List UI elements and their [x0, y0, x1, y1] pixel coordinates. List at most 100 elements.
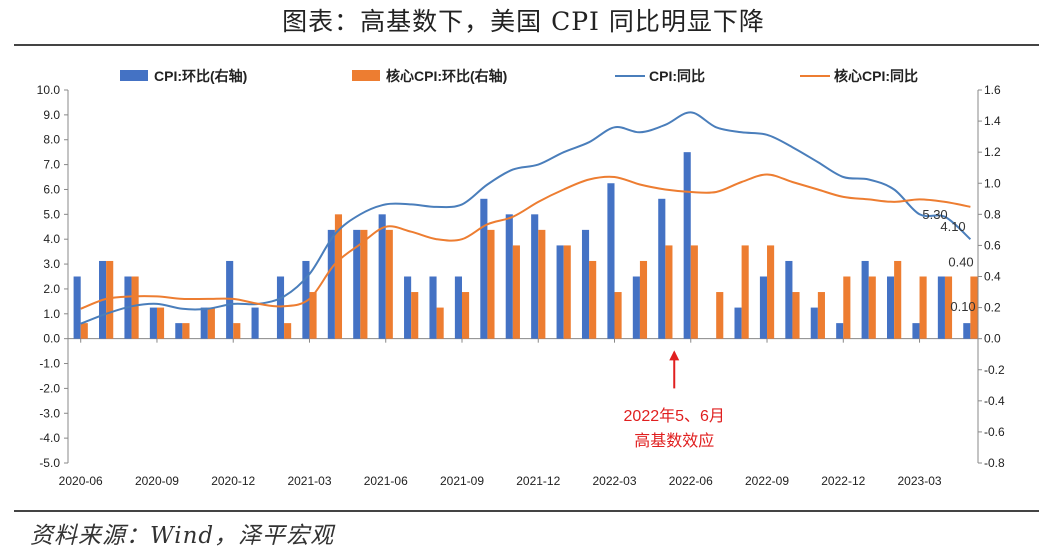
left-tick-label: 0.0: [43, 332, 60, 346]
right-tick-label: -0.6: [984, 425, 1005, 439]
cpi-mom-bar: [810, 307, 818, 339]
core-mom-bar: [207, 307, 215, 339]
left-tick-label: 7.0: [43, 158, 60, 172]
core-mom-bar: [233, 323, 241, 339]
x-tick-label: 2020-06: [59, 474, 103, 488]
core-mom-bar: [563, 245, 571, 339]
core-mom-bar: [665, 245, 673, 339]
cpi-mom-bar: [480, 198, 488, 339]
core-mom-bar: [156, 307, 165, 339]
left-tick-label: 2.0: [43, 282, 60, 296]
core-mom-bar: [741, 245, 749, 339]
cpi-mom-bar: [734, 307, 742, 339]
left-tick-label: -4.0: [39, 431, 60, 445]
legend-label: CPI:同比: [649, 68, 705, 84]
annotation-arrow-head: [669, 350, 680, 361]
cpi-mom-bar: [937, 276, 945, 339]
left-tick-label: 10.0: [37, 83, 61, 97]
cpi-mom-bar: [200, 307, 208, 339]
data-label: 4.10: [940, 219, 965, 234]
core-mom-bar: [843, 276, 851, 339]
right-tick-label: 1.2: [984, 145, 1001, 159]
chart-title: 图表：高基数下，美国 CPI 同比明显下降: [282, 7, 765, 36]
x-tick-label: 2021-12: [516, 474, 560, 488]
cpi-mom-bar: [887, 276, 895, 339]
cpi-mom-bar: [963, 323, 971, 339]
data-label: 5.30: [922, 207, 947, 222]
left-tick-label: 3.0: [43, 257, 60, 271]
cpi-mom-bar: [836, 323, 844, 339]
cpi-mom-bar: [505, 214, 513, 339]
cpi-mom-bar: [861, 260, 869, 339]
cpi-mom-bar: [683, 152, 691, 339]
source-note: 资料来源：Wind，泽平宏观: [30, 523, 335, 549]
cpi-mom-bar: [378, 214, 386, 339]
core-mom-bar: [589, 260, 597, 339]
left-tick-label: -3.0: [39, 406, 60, 420]
right-tick-label: 1.0: [984, 176, 1001, 190]
right-tick-label: 0.2: [984, 301, 1001, 315]
cpi-mom-bar: [327, 229, 335, 339]
cpi-mom-bar: [632, 276, 640, 339]
x-tick-label: 2022-09: [745, 474, 789, 488]
annotation-text: 高基数效应: [634, 431, 714, 450]
legend-label: 核心CPI:同比: [834, 68, 918, 84]
x-tick-label: 2020-09: [135, 474, 179, 488]
core-mom-bar: [182, 323, 190, 339]
left-tick-label: 8.0: [43, 133, 60, 147]
left-tick-label: -1.0: [39, 357, 60, 371]
x-tick-label: 2022-12: [821, 474, 865, 488]
core-mom-bar: [360, 229, 368, 339]
cpi-mom-bar: [175, 323, 183, 339]
x-tick-label: 2022-03: [592, 474, 636, 488]
cpi-mom-bar: [759, 276, 768, 339]
core-mom-bar: [334, 214, 343, 339]
core-mom-bar: [817, 292, 825, 339]
data-label: 0.10: [950, 299, 975, 314]
cpi-chart: -5.0 -4.0 -3.0 -2.0 -1.0 0.0 1.0 2.0 3.0 4.0 5.0 6.…: [37, 68, 1005, 488]
cpi-mom-bar: [251, 307, 259, 339]
title-rule: [14, 44, 1039, 46]
core-mom-bar: [614, 292, 622, 339]
core-mom-bar: [792, 292, 800, 339]
x-tick-label: 2020-12: [211, 474, 255, 488]
x-tick-label: 2022-06: [669, 474, 713, 488]
right-tick-label: -0.2: [984, 363, 1005, 377]
core-mom-bar: [944, 276, 953, 339]
left-tick-label: -5.0: [39, 456, 60, 470]
right-tick-label: 0.6: [984, 238, 1001, 252]
left-tick-label: -2.0: [39, 381, 60, 395]
data-label: 0.40: [948, 255, 973, 270]
cpi-mom-bar: [429, 276, 437, 339]
right-tick-label: 1.6: [984, 83, 1001, 97]
core-mom-bar: [131, 276, 139, 339]
core-mom-bar: [767, 245, 775, 339]
cpi-mom-bar: [556, 245, 564, 339]
annotation-text: 2022年5、6月: [624, 407, 725, 425]
legend-label: CPI:环比(右轴): [154, 68, 247, 84]
right-tick-label: 0.0: [984, 332, 1001, 346]
cpi-mom-bar: [404, 276, 412, 339]
cpi-mom-bar: [581, 229, 590, 339]
cpi-mom-bar: [912, 323, 920, 339]
right-tick-label: -0.4: [984, 394, 1005, 408]
core-mom-bar: [512, 245, 520, 339]
left-tick-label: 4.0: [43, 232, 60, 246]
core-mom-bar: [80, 323, 88, 339]
cpi-mom-bar: [149, 307, 157, 339]
legend-label: 核心CPI:环比(右轴): [386, 68, 507, 84]
core-mom-bar: [538, 229, 546, 339]
left-tick-label: 9.0: [43, 108, 60, 122]
cpi-mom-bar: [73, 276, 81, 339]
cpi-mom-bar: [276, 276, 285, 339]
x-tick-label: 2023-03: [898, 474, 942, 488]
cpi-mom-bar: [226, 260, 234, 339]
core-mom-bar: [309, 292, 317, 339]
core-mom-bar: [461, 292, 470, 339]
cpi-mom-bar: [302, 260, 310, 339]
core-mom-bar: [436, 307, 444, 339]
cpi-mom-bar: [658, 198, 666, 339]
core-mom-bar: [690, 245, 698, 339]
core-mom-bar: [284, 323, 292, 339]
source-rule: [14, 510, 1039, 512]
